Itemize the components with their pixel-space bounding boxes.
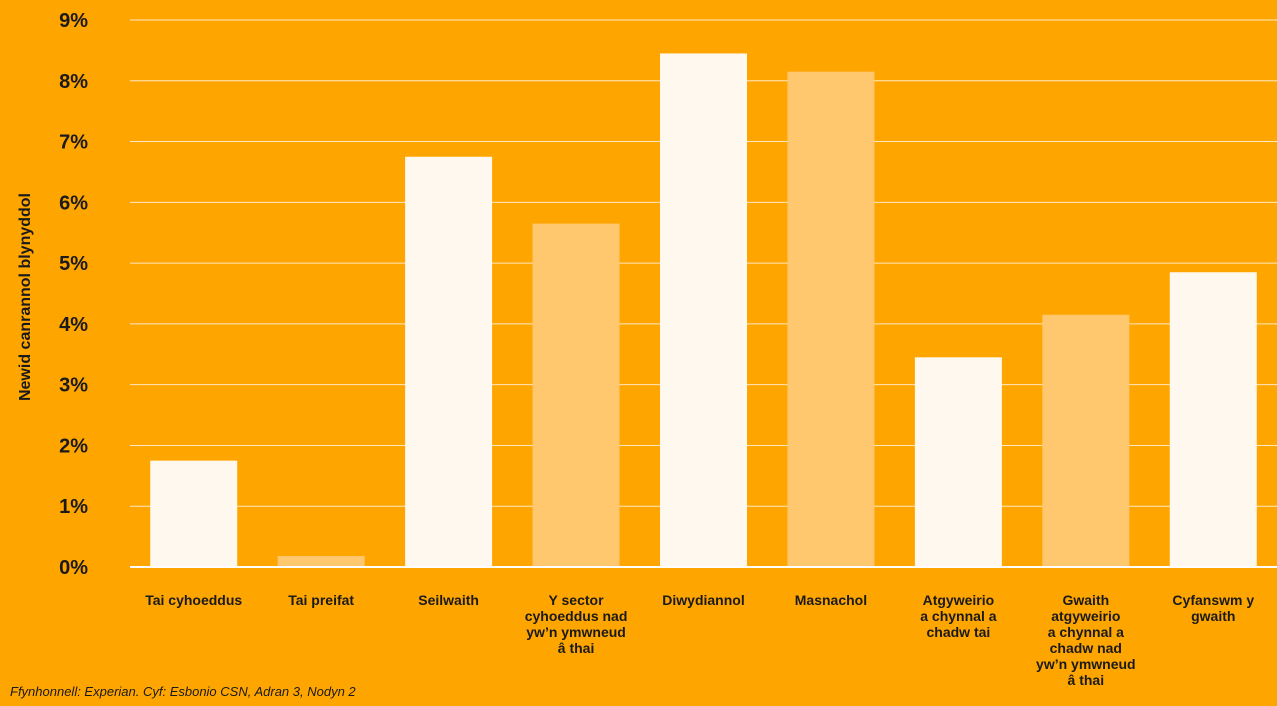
x-category-label: Tai preifat xyxy=(288,592,354,608)
y-tick-label: 5% xyxy=(59,253,88,275)
x-category-label: Cyfanswm y gwaith xyxy=(1172,592,1254,624)
bar xyxy=(277,556,365,567)
x-category-label: Seilwaith xyxy=(418,592,479,608)
source-note: Ffynhonnell: Experian. Cyf: Esbonio CSN,… xyxy=(10,684,356,699)
y-tick-label: 6% xyxy=(59,192,88,214)
y-axis-title: Newid canrannol blynyddol xyxy=(17,193,34,401)
bar xyxy=(787,71,875,568)
bar xyxy=(1169,272,1257,567)
y-tick-label: 4% xyxy=(59,314,88,336)
x-category-label: Gwaith atgyweirio a chynnal a chadw nad yw’n… xyxy=(1036,592,1136,688)
bar xyxy=(405,156,493,567)
bar xyxy=(1042,314,1130,567)
y-tick-label: 2% xyxy=(59,435,88,457)
x-category-label: Atgyweirio a chynnal a chadw tai xyxy=(920,592,996,640)
y-tick-label: 7% xyxy=(59,132,88,154)
y-tick-label: 9% xyxy=(59,10,88,32)
x-axis-category-labels: Tai cyhoeddus Tai preifat Seilwaith Y secto… xyxy=(145,592,1254,688)
y-tick-label: 1% xyxy=(59,496,88,518)
x-category-label: Diwydiannol xyxy=(662,592,744,608)
y-tick-label: 8% xyxy=(59,71,88,93)
y-axis-ticks: 0% 1% 2% 3% 4% 5% 6% 7% 8% 9% xyxy=(59,10,88,579)
x-category-label: Masnachol xyxy=(795,592,867,608)
bar xyxy=(660,53,747,567)
x-category-label: Y sector cyhoeddus nad yw’n ymwneud â thai xyxy=(525,592,628,656)
y-tick-label: 0% xyxy=(59,557,88,579)
bar xyxy=(914,357,1002,567)
bar xyxy=(532,223,620,567)
y-tick-label: 3% xyxy=(59,375,88,397)
bar xyxy=(150,460,238,567)
x-category-label: Tai cyhoeddus xyxy=(145,592,242,608)
bars xyxy=(130,53,1277,568)
